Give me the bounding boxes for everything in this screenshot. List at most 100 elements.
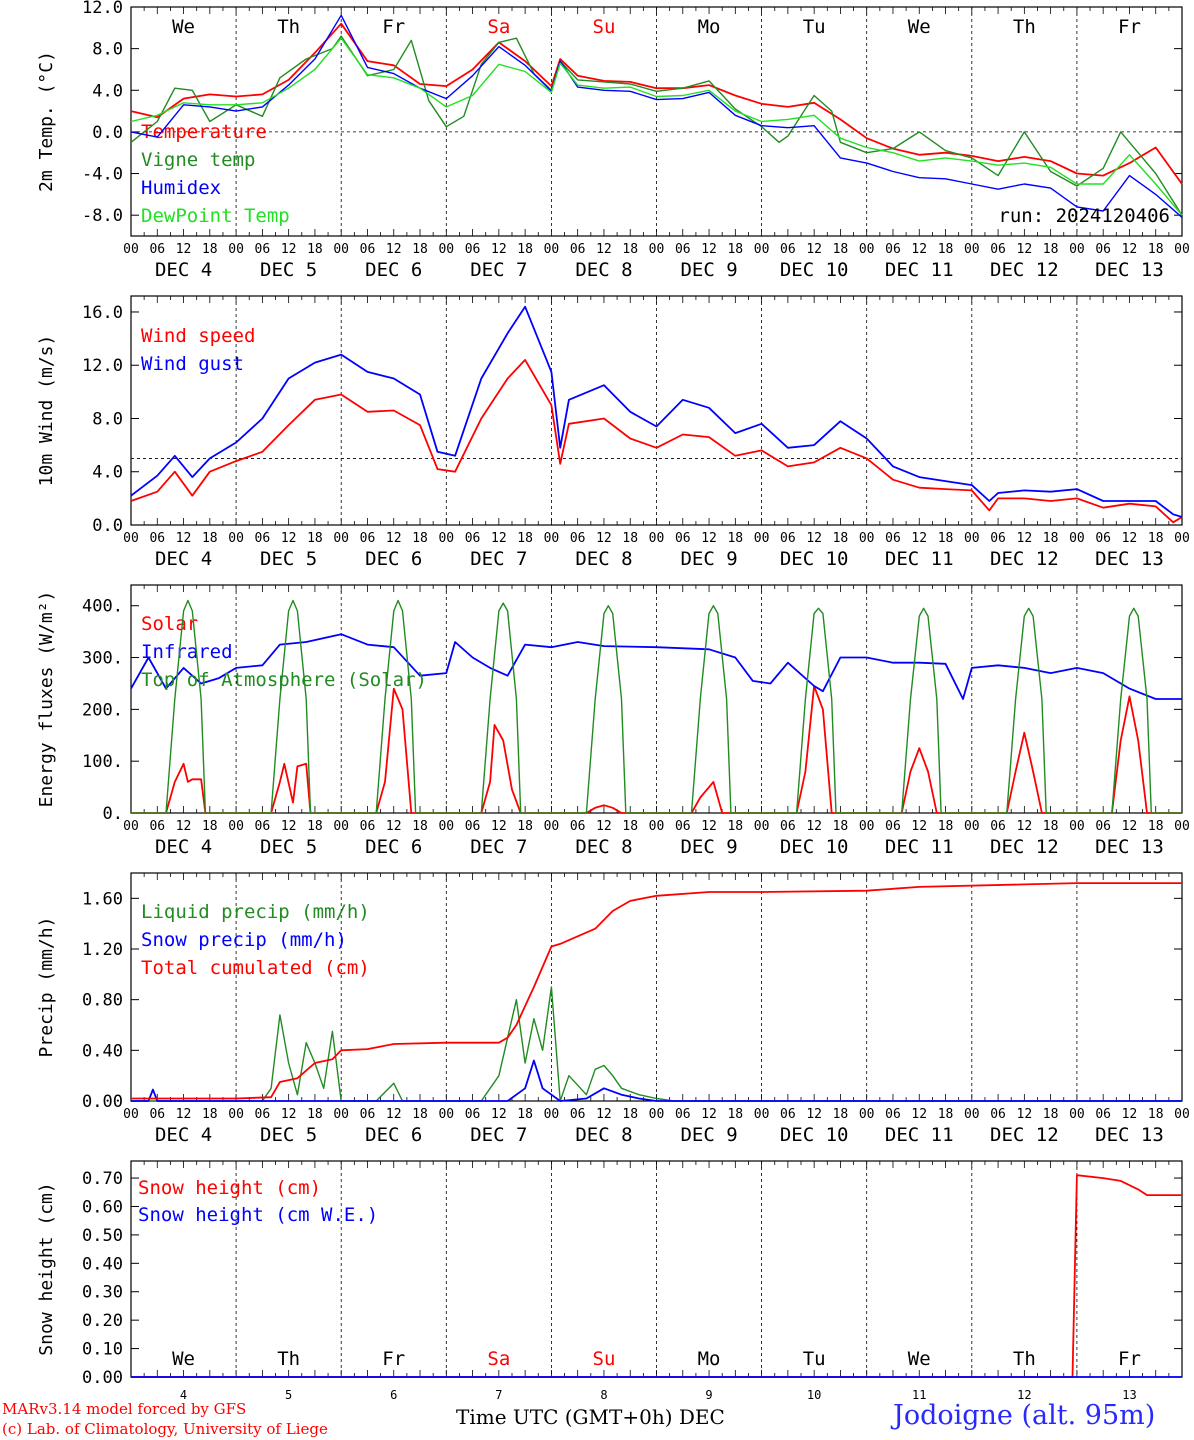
hour-tick-label: 00	[649, 1107, 665, 1122]
hour-tick-label: 18	[202, 531, 218, 546]
y-tick-label: 200.	[82, 700, 123, 720]
hour-tick-label: 06	[360, 1107, 376, 1122]
hour-tick-label: 18	[1043, 819, 1059, 834]
hour-tick-label: 18	[727, 531, 743, 546]
hour-tick-label: 12	[386, 1107, 402, 1122]
date-label: DEC 13	[1095, 259, 1164, 281]
hour-tick-label: 00	[228, 819, 244, 834]
date-label: DEC 4	[155, 1124, 212, 1146]
weekday-label: Tu	[803, 1348, 826, 1370]
day-number-label: 6	[390, 1388, 397, 1402]
date-label: DEC 12	[990, 836, 1059, 858]
hour-tick-label: 06	[885, 1107, 901, 1122]
hour-tick-label: 18	[307, 819, 323, 834]
hour-tick-label: 18	[938, 242, 954, 257]
series-line-snow-height-cm-	[131, 1174, 1182, 1378]
hour-tick-label: 06	[1095, 531, 1111, 546]
hour-tick-label: 18	[1148, 242, 1164, 257]
hour-tick-label: 00	[544, 531, 560, 546]
hour-tick-label: 00	[1069, 242, 1085, 257]
day-number-label: 12	[1017, 1388, 1031, 1402]
date-label: DEC 7	[470, 548, 527, 570]
hour-tick-label: 18	[517, 819, 533, 834]
y-tick-label: 0.40	[82, 1254, 123, 1274]
hour-tick-label: 06	[360, 242, 376, 257]
hour-tick-label: 18	[833, 242, 849, 257]
series-line-vigne-temp	[130, 35, 1183, 216]
hour-tick-label: 12	[176, 819, 192, 834]
hour-tick-label: 00	[859, 242, 875, 257]
hour-tick-label: 00	[123, 242, 139, 257]
y-axis-title: Snow height (cm)	[36, 1182, 57, 1355]
date-label: DEC 11	[885, 548, 954, 570]
y-axis-title: 2m Temp. (°C)	[36, 51, 57, 192]
series-line-wind-speed	[130, 358, 1183, 524]
hour-tick-label: 06	[149, 819, 165, 834]
date-label: DEC 8	[575, 836, 632, 858]
legend-entry: Top of Atmosphere (Solar)	[141, 669, 427, 691]
weekday-label: Th	[1013, 16, 1036, 38]
hour-tick-label: 00	[228, 242, 244, 257]
y-tick-label: 12.0	[82, 0, 123, 18]
weekday-label: Sa	[487, 16, 510, 38]
date-label: DEC 4	[155, 548, 212, 570]
legend-entry: Snow height (cm W.E.)	[138, 1204, 378, 1226]
weekday-label: We	[908, 1348, 931, 1370]
hour-tick-label: 12	[596, 819, 612, 834]
date-label: DEC 8	[575, 259, 632, 281]
hour-tick-label: 06	[675, 819, 691, 834]
hour-tick-label: 06	[570, 531, 586, 546]
hour-tick-label: 12	[701, 819, 717, 834]
hour-tick-label: 12	[386, 531, 402, 546]
hour-tick-label: 00	[649, 242, 665, 257]
y-tick-label: 8.0	[92, 409, 123, 429]
hour-tick-label: 00	[1069, 531, 1085, 546]
weekday-label: Tu	[803, 16, 826, 38]
hour-tick-label: 00	[333, 1107, 349, 1122]
weekday-label: We	[908, 16, 931, 38]
y-tick-label: 12.0	[82, 356, 123, 376]
hour-tick-label: 18	[307, 531, 323, 546]
hour-tick-label: 00	[228, 531, 244, 546]
hour-tick-label: 18	[622, 1107, 638, 1122]
date-label: DEC 5	[260, 259, 317, 281]
hour-tick-label: 00	[649, 531, 665, 546]
legend-entry: Snow precip (mm/h)	[141, 929, 347, 951]
hour-tick-label: 00	[1174, 242, 1190, 257]
hour-tick-label: 12	[176, 1107, 192, 1122]
hour-tick-label: 00	[544, 819, 560, 834]
date-label: DEC 6	[365, 1124, 422, 1146]
y-axis-title: 10m Wind (m/s)	[36, 335, 57, 487]
hour-tick-label: 18	[727, 242, 743, 257]
weekday-label: Fr	[1118, 1348, 1141, 1370]
hour-tick-label: 12	[911, 819, 927, 834]
date-label: DEC 6	[365, 548, 422, 570]
y-tick-label: 0.0	[92, 123, 123, 143]
hour-tick-label: 12	[281, 819, 297, 834]
y-tick-label: 0.50	[82, 1226, 123, 1246]
hour-tick-label: 18	[202, 819, 218, 834]
legend-entry: Wind speed	[141, 325, 255, 347]
y-tick-label: 0.40	[82, 1041, 123, 1061]
hour-tick-label: 00	[1174, 531, 1190, 546]
hour-tick-label: 00	[123, 531, 139, 546]
weekday-label: Su	[593, 16, 616, 38]
hour-tick-label: 00	[964, 531, 980, 546]
station-label: Jodoigne (alt. 95m)	[893, 1400, 1156, 1431]
hour-tick-label: 00	[964, 242, 980, 257]
hour-tick-label: 18	[202, 242, 218, 257]
hour-tick-label: 18	[307, 1107, 323, 1122]
hour-tick-label: 06	[1095, 819, 1111, 834]
hour-tick-label: 18	[622, 819, 638, 834]
hour-tick-label: 00	[1174, 1107, 1190, 1122]
hour-tick-label: 00	[859, 531, 875, 546]
x-axis-title: Time UTC (GMT+0h) DEC	[456, 1405, 725, 1429]
hour-tick-label: 12	[281, 1107, 297, 1122]
y-tick-label: 300.	[82, 649, 123, 669]
day-number-label: 8	[600, 1388, 607, 1402]
hour-tick-label: 12	[176, 242, 192, 257]
hour-tick-label: 18	[833, 819, 849, 834]
day-number-label: 11	[912, 1388, 926, 1402]
hour-tick-label: 00	[649, 819, 665, 834]
